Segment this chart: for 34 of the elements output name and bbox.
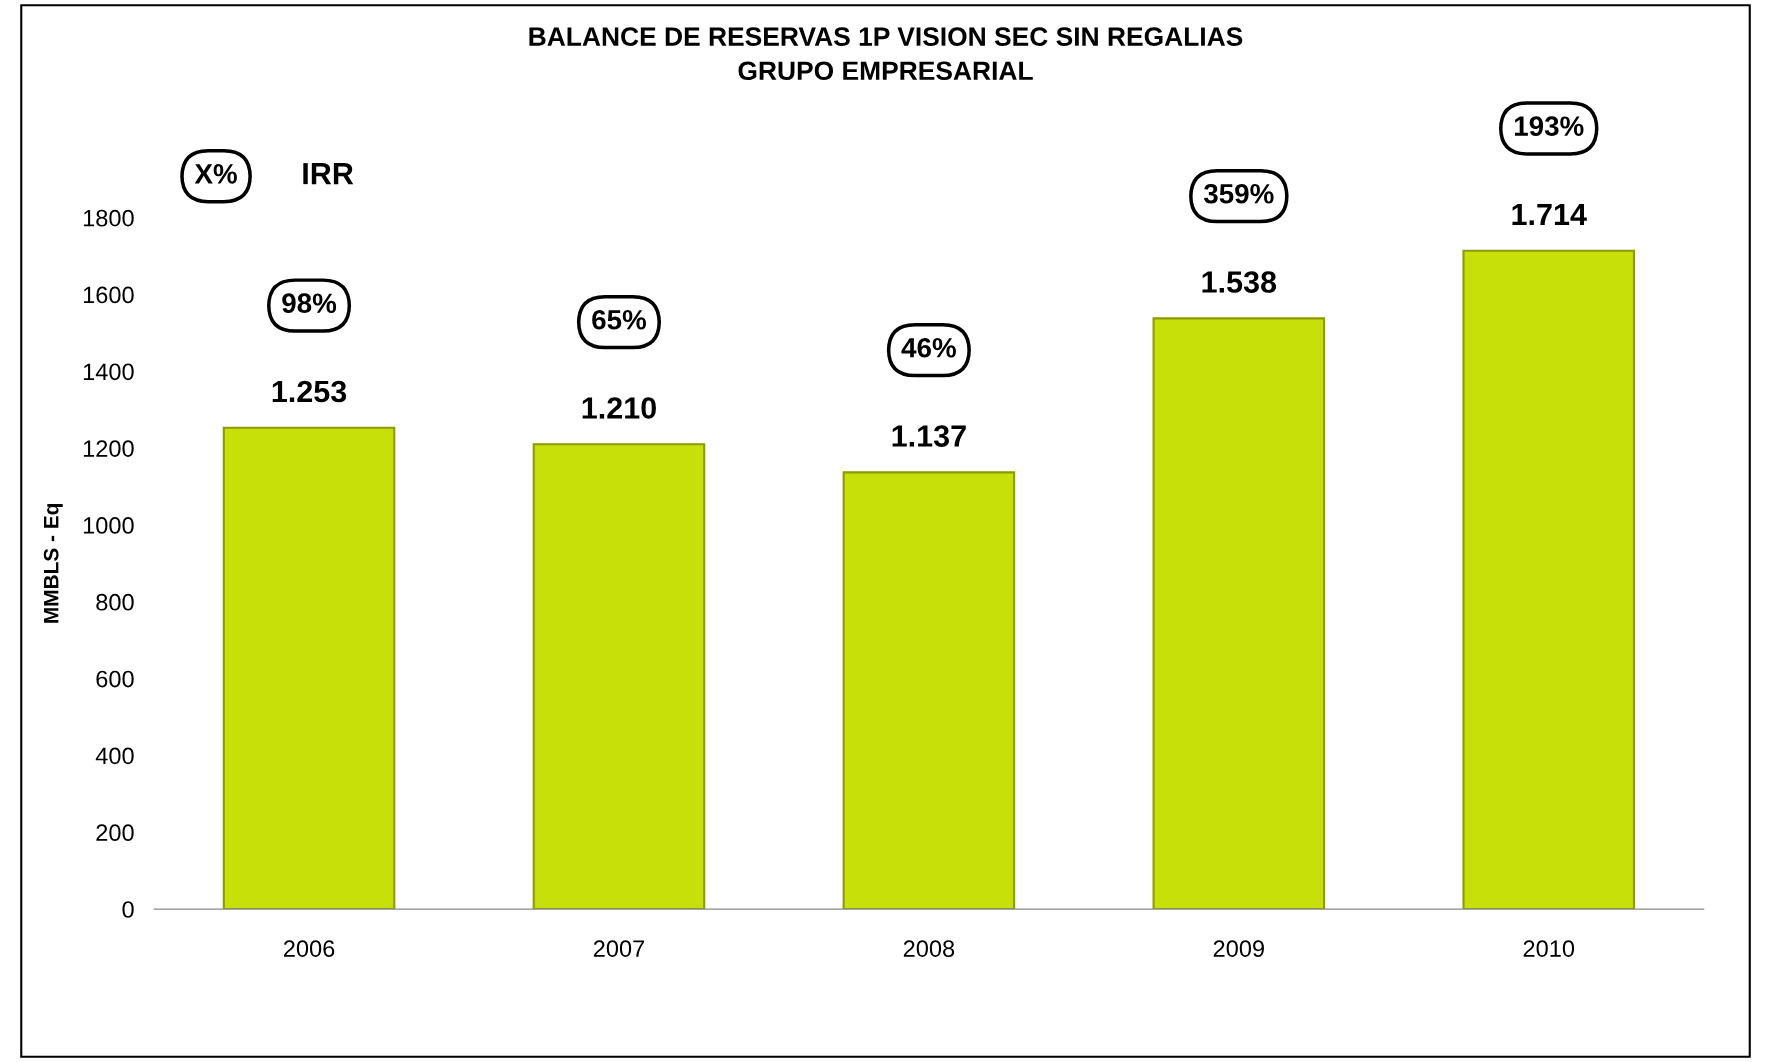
y-tick-label: 200 [96,824,134,842]
chart-title: BALANCE DE RESERVAS 1P VISION SEC SIN REGALIAS GRUPO EMPRESARIAL [529,27,1243,81]
y-tick-label: 1600 [83,286,134,304]
data-label: 1.137 [892,425,966,447]
bar [1462,249,1636,910]
data-label: 1.210 [582,397,656,419]
data-label: 1.714 [1512,203,1587,225]
y-tick-label: 1400 [83,363,134,381]
annotation: 65% [592,309,647,330]
data-label: 1.538 [1202,271,1277,293]
x-tick-label: 2009 [1213,940,1264,957]
text: 359% [1203,183,1274,204]
annotation: 98% [282,293,337,314]
y-tick-label: 1000 [83,517,134,534]
y-tick-label: 400 [95,747,134,765]
annotation: 46% [901,337,956,358]
bar [842,471,1016,910]
text: IRR [303,163,354,185]
y-tick-label: 0 [122,901,134,918]
y-axis-title: MMBLS - Eq [43,504,63,623]
x-tick-label: 2007 [593,940,645,957]
y-tick-label: 600 [96,670,134,688]
y-tick-label: 800 [96,593,134,611]
x-tick-label: 2010 [1523,940,1575,957]
data-label: 1.253 [272,380,347,403]
y-tick-label: 1200 [83,440,134,457]
x-tick-label: 2006 [283,940,335,957]
bar [532,443,706,910]
text: 193% [1514,116,1584,137]
y-tick-label: 1800 [83,209,134,227]
text: X% [194,164,237,184]
x-tick-label: 2008 [903,940,955,957]
bar [222,426,396,910]
bar [1152,317,1326,910]
